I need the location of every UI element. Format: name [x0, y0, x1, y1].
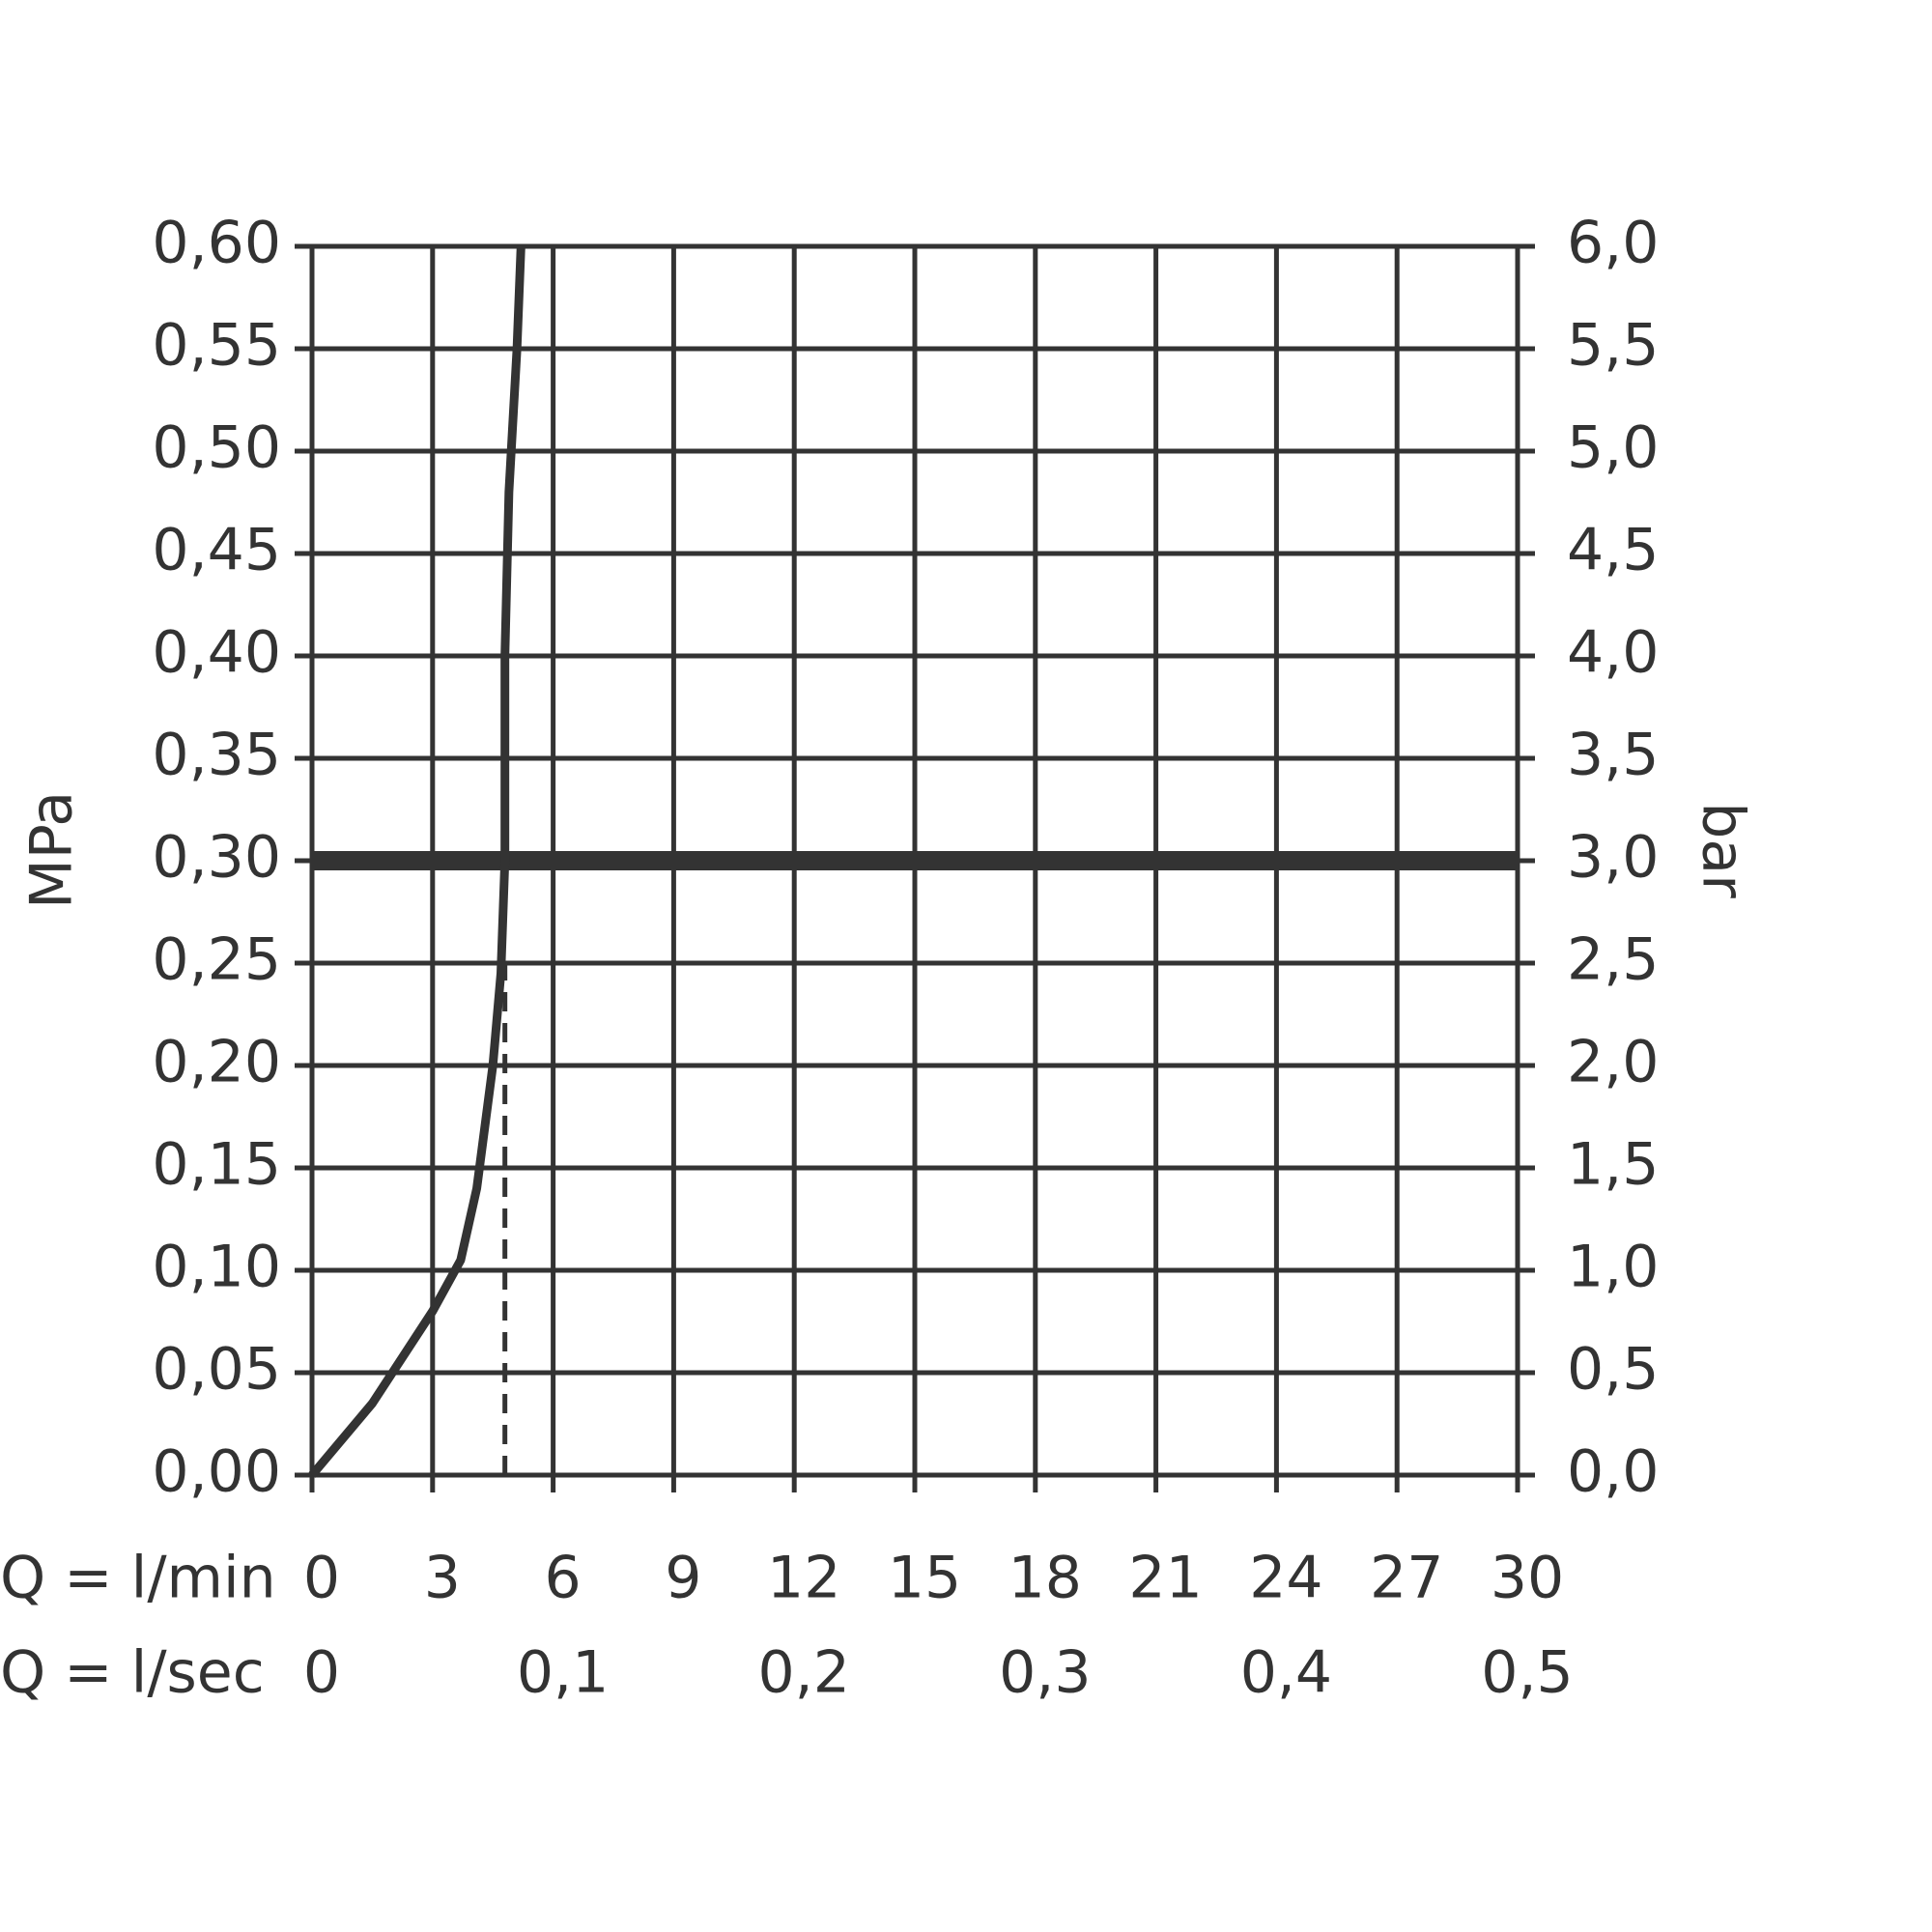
y2-tick-label: 2,0 [1567, 1029, 1659, 1096]
y-tick-label: 0,20 [152, 1029, 281, 1096]
x-tick-label: 6 [545, 1545, 582, 1612]
line-series [308, 245, 526, 1478]
x-tick-label: 21 [1128, 1545, 1202, 1612]
y-axis-label: MPa [18, 791, 86, 909]
y-tick-label: 0,30 [152, 824, 281, 892]
y2-tick-label: 5,0 [1567, 414, 1659, 482]
y-tick-label: 0,45 [152, 517, 281, 584]
y2-tick-label: 2,5 [1567, 926, 1659, 994]
x2-tick-label: 0,1 [517, 1639, 609, 1707]
y2-tick-label: 5,5 [1567, 312, 1659, 380]
y-tick-label: 0,40 [152, 619, 281, 687]
y2-tick-label: 3,5 [1567, 722, 1659, 789]
x-tick-label: 18 [1009, 1545, 1082, 1612]
y2-tick-label: 4,0 [1567, 619, 1659, 687]
x2-tick-label: 0 [303, 1639, 340, 1707]
y2-tick-label: 6,0 [1567, 210, 1659, 277]
y-tick-label: 0,15 [152, 1131, 281, 1199]
y2-axis-label: bar [1689, 802, 1756, 898]
x-tick-label: 12 [767, 1545, 840, 1612]
y-tick-label: 0,25 [152, 926, 281, 994]
x2-tick-label: 0,3 [999, 1639, 1091, 1707]
x2-tick-label: 0,2 [757, 1639, 849, 1707]
x-tick-label: 15 [888, 1545, 961, 1612]
x-tick-label: 30 [1491, 1545, 1564, 1612]
y2-tick-label: 0,0 [1567, 1438, 1659, 1506]
x2-axis-label: Q = l/sec [0, 1639, 265, 1707]
y2-tick-label: 3,0 [1567, 824, 1659, 892]
x-tick-label: 3 [424, 1545, 461, 1612]
y2-tick-label: 4,5 [1567, 517, 1659, 584]
y-tick-label: 0,00 [152, 1438, 281, 1506]
x-tick-label: 24 [1249, 1545, 1322, 1612]
y-tick-label: 0,50 [152, 414, 281, 482]
x-tick-label: 27 [1370, 1545, 1443, 1612]
y2-tick-label: 0,5 [1567, 1336, 1659, 1404]
y-tick-label: 0,05 [152, 1336, 281, 1404]
y-tick-label: 0,35 [152, 722, 281, 789]
x2-tick-label: 0,4 [1240, 1639, 1332, 1707]
x2-tick-label: 0,5 [1481, 1639, 1573, 1707]
y-tick-label: 0,55 [152, 312, 281, 380]
y2-tick-label: 1,5 [1567, 1131, 1659, 1199]
x-axis-label: Q = l/min [0, 1545, 276, 1612]
x-tick-label: 0 [303, 1545, 340, 1612]
y2-tick-label: 1,0 [1567, 1234, 1659, 1301]
y-tick-label: 0,10 [152, 1234, 281, 1301]
x-tick-label: 9 [665, 1545, 701, 1612]
y-tick-label: 0,60 [152, 210, 281, 277]
